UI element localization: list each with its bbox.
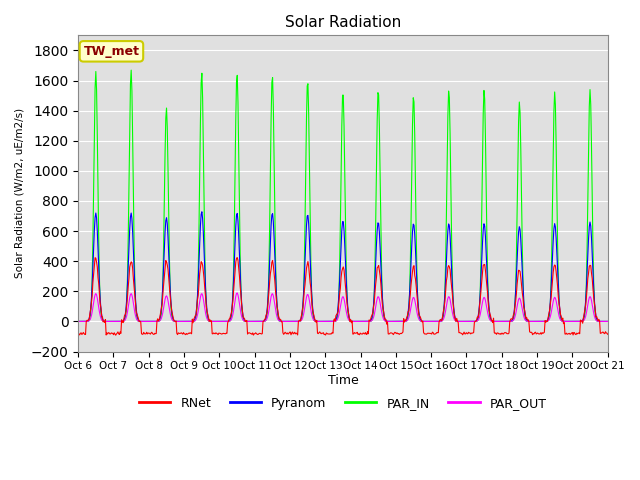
PAR_IN — [84, 319, 92, 324]
PAR_OUT — [408, 300, 415, 305]
Pyranom — [192, 311, 200, 317]
Pyranom — [221, 319, 228, 324]
Pyranom — [604, 319, 612, 324]
PAR_IN — [127, 67, 135, 73]
PAR_IN — [221, 319, 228, 324]
PAR_IN — [424, 319, 431, 324]
PAR_IN — [139, 319, 147, 324]
RNet — [139, 331, 147, 337]
Y-axis label: Solar Radiation (W/m2, uE/m2/s): Solar Radiation (W/m2, uE/m2/s) — [15, 108, 25, 278]
RNet — [84, 318, 92, 324]
PAR_OUT — [424, 319, 431, 324]
Text: TW_met: TW_met — [83, 45, 140, 58]
PAR_OUT — [192, 317, 200, 323]
RNet — [193, 305, 200, 311]
Pyranom — [424, 319, 431, 324]
RNet — [424, 330, 432, 336]
RNet — [221, 331, 228, 336]
Pyranom — [74, 319, 82, 324]
RNet — [409, 268, 417, 274]
Line: RNet: RNet — [78, 258, 608, 335]
PAR_OUT — [604, 319, 612, 324]
PAR_OUT — [84, 318, 92, 324]
Legend: RNet, Pyranom, PAR_IN, PAR_OUT: RNet, Pyranom, PAR_IN, PAR_OUT — [134, 392, 552, 415]
RNet — [234, 255, 241, 261]
PAR_OUT — [220, 319, 228, 324]
PAR_IN — [408, 168, 415, 173]
Pyranom — [138, 319, 146, 324]
Line: PAR_OUT: PAR_OUT — [78, 293, 608, 322]
PAR_IN — [193, 309, 200, 315]
RNet — [604, 331, 612, 337]
Line: PAR_IN: PAR_IN — [78, 70, 608, 322]
X-axis label: Time: Time — [328, 374, 358, 387]
PAR_IN — [74, 319, 82, 324]
Title: Solar Radiation: Solar Radiation — [285, 15, 401, 30]
Pyranom — [408, 242, 415, 248]
PAR_OUT — [138, 319, 146, 324]
PAR_OUT — [234, 290, 241, 296]
Pyranom — [84, 318, 92, 324]
Line: Pyranom: Pyranom — [78, 212, 608, 322]
PAR_OUT — [74, 319, 82, 324]
PAR_IN — [604, 319, 612, 324]
RNet — [74, 332, 82, 338]
RNet — [112, 332, 120, 338]
Pyranom — [198, 209, 205, 215]
